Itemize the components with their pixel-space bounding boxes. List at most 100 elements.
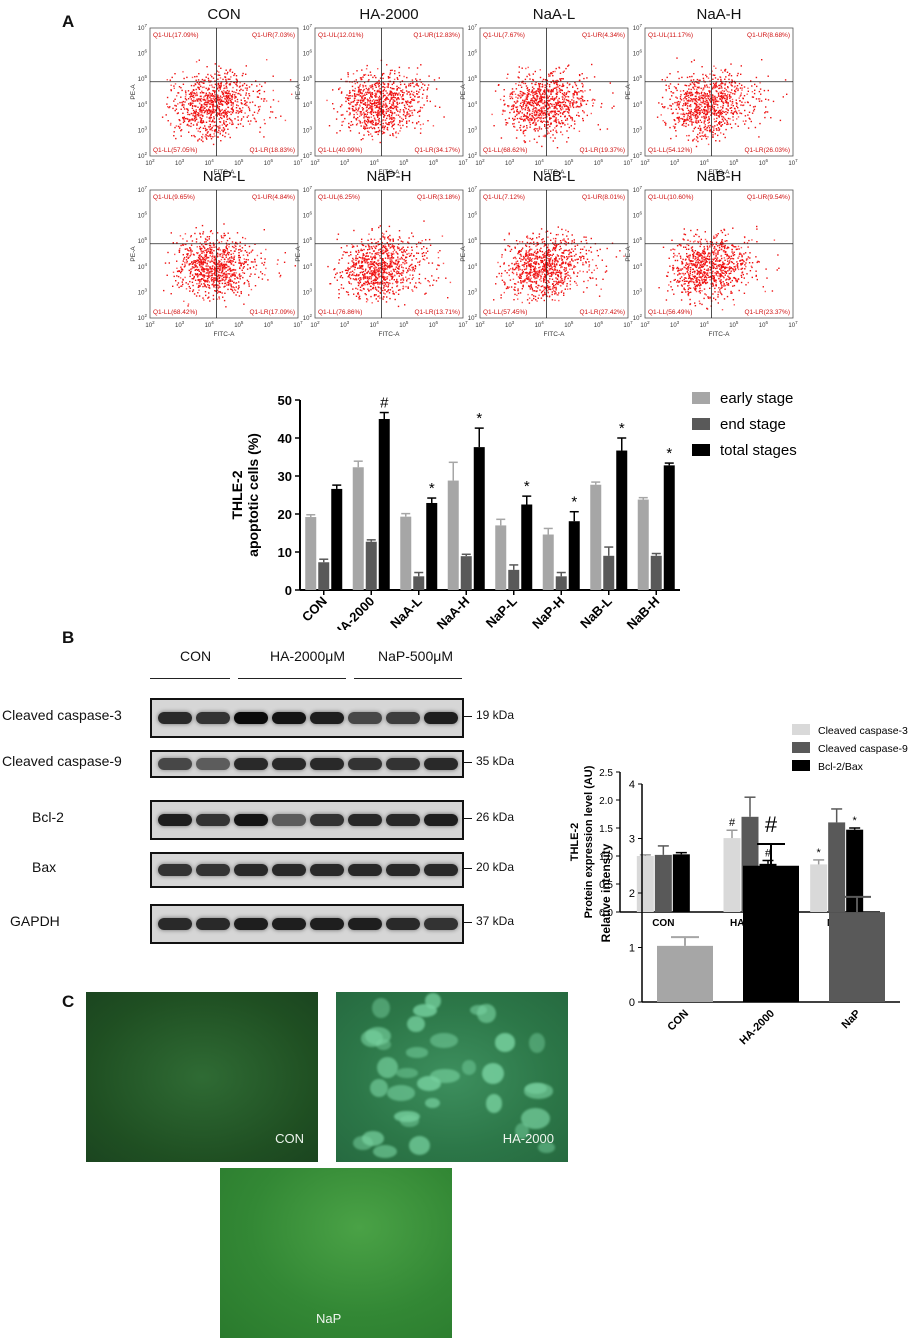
y-tick-label: 106 — [138, 49, 148, 58]
x-tick-label: 107 — [458, 158, 468, 167]
flow-plot-title: HA-2000 — [359, 6, 419, 23]
quadrant-label-ul: Q1-UL(17.09%) — [153, 32, 199, 39]
x-axis-label: FITC-A — [214, 169, 236, 174]
quadrant-label-ur: Q1-UR(8.68%) — [747, 32, 790, 39]
significance-marker: # — [765, 847, 772, 859]
legend-label: end stage — [720, 416, 786, 433]
x-tick-label: 104 — [370, 158, 380, 167]
y-tick-label: 102 — [633, 151, 643, 160]
flow-plot-title: NaB-H — [696, 168, 742, 185]
flow-plot: HA-2000 Q1-UL(12.01%) Q1-UR(12.83%) Q1-LL(4… — [295, 6, 488, 174]
blot-band — [196, 712, 230, 724]
bar — [603, 555, 615, 590]
x-tick-label: 103 — [175, 158, 185, 167]
blot-group-nap: NaP-500μM — [378, 648, 453, 664]
blot-row-label: GAPDH — [10, 913, 60, 929]
y-tick-label: 40 — [278, 431, 292, 446]
y-tick-label: 107 — [303, 24, 313, 32]
blot-strip — [150, 800, 464, 840]
fluorescent-cell — [407, 1015, 425, 1033]
fluorescent-cell — [461, 1060, 477, 1075]
fluorescent-cell — [413, 1003, 438, 1018]
y-tick-label: 104 — [468, 262, 478, 271]
flow-cytometry-grid: CON Q1-UL(17.09%) Q1-UR(7.03%) Q1-LL(57.05%… — [0, 0, 918, 360]
y-axis-label: PE-A — [295, 246, 302, 262]
fluorescent-cell — [408, 1136, 430, 1156]
bar — [400, 516, 412, 590]
y-tick-label: 107 — [633, 24, 643, 32]
y-tick-label: 3 — [629, 834, 635, 846]
x-tick-label: 104 — [535, 158, 545, 167]
x-tick-label: 102 — [640, 320, 650, 329]
quadrant-label-ur: Q1-UR(8.01%) — [582, 194, 625, 201]
x-tick-label: NaB-L — [577, 593, 615, 630]
quadrant-label-ul: Q1-UL(9.65%) — [153, 194, 195, 201]
quadrant-label-ul: Q1-UL(12.01%) — [318, 32, 364, 39]
quadrant-label-ur: Q1-UR(9.54%) — [747, 194, 790, 201]
significance-marker: * — [853, 865, 862, 890]
fluorescent-cell — [399, 1114, 420, 1128]
blot-band — [310, 918, 344, 930]
x-tick-label: 105 — [399, 320, 409, 329]
y-axis-label: Protein expression level (AU) — [583, 765, 595, 918]
fluorescent-cell — [520, 1107, 551, 1129]
x-tick-label: 102 — [145, 320, 155, 329]
quadrant-label-lr: Q1-LR(23.37%) — [744, 309, 790, 316]
bar — [413, 576, 425, 590]
y-axis-label: PE-A — [295, 84, 302, 100]
quadrant-label-lr: Q1-LR(26.03%) — [744, 147, 790, 154]
y-tick-label: 0 — [629, 997, 635, 1009]
blot-band — [348, 712, 382, 724]
x-tick-label: 107 — [293, 320, 303, 329]
quadrant-label-ll: Q1-LL(76.86%) — [318, 309, 362, 316]
quadrant-label-lr: Q1-LR(13.71%) — [414, 309, 460, 316]
bar — [460, 556, 472, 590]
flow-plot-frame — [314, 189, 464, 319]
bar — [318, 562, 330, 590]
flow-plot: NaP-L Q1-UL(9.65%) Q1-UR(4.84%) Q1-LL(68.42… — [130, 168, 323, 336]
y-tick-label: 105 — [468, 74, 478, 83]
x-axis-label: FITC-A — [709, 169, 731, 174]
y-tick-label: 107 — [633, 186, 643, 194]
y-tick-label: 104 — [633, 100, 643, 109]
y-tick-label: 106 — [468, 49, 478, 58]
blot-band — [424, 758, 458, 770]
y-tick-label: 106 — [303, 211, 313, 220]
blot-strip — [150, 904, 464, 944]
y-tick-label: 106 — [303, 49, 313, 58]
x-tick-label: 104 — [535, 320, 545, 329]
y-tick-label: 102 — [138, 151, 148, 160]
fluorescent-cell — [369, 1078, 388, 1097]
quadrant-label-ul: Q1-UL(7.12%) — [483, 194, 525, 201]
blot-row-label: Bax — [32, 859, 57, 875]
quadrant-label-ll: Q1-LL(68.62%) — [483, 147, 527, 154]
bar — [555, 576, 567, 590]
y-tick-label: 104 — [468, 100, 478, 109]
y-tick-label: 10 — [278, 545, 292, 560]
blot-band — [310, 758, 344, 770]
x-tick-label: NaP — [839, 1008, 863, 1032]
x-axis-label: FITC-A — [544, 331, 566, 336]
quadrant-label-ur: Q1-UR(3.18%) — [417, 194, 460, 201]
fluorescent-cell — [365, 1026, 392, 1045]
x-axis-label: FITC-A — [379, 169, 401, 174]
y-tick-label: 0 — [285, 583, 292, 598]
blot-band — [424, 712, 458, 724]
bar — [637, 499, 649, 590]
y-tick-label: 106 — [468, 211, 478, 220]
y-axis-label: Relative intensity — [599, 843, 613, 942]
y-tick-label: 103 — [303, 287, 313, 296]
blot-band — [310, 864, 344, 876]
y-tick-label: 103 — [468, 125, 478, 134]
x-tick-label: 104 — [205, 158, 215, 167]
y-tick-label: 103 — [138, 125, 148, 134]
y-tick-label: 107 — [468, 186, 478, 194]
x-tick-label: 106 — [264, 320, 274, 329]
blot-band — [234, 758, 268, 770]
quadrant-label-ur: Q1-UR(7.03%) — [252, 32, 295, 39]
x-tick-label: 102 — [310, 320, 320, 329]
flow-plot: NaA-H Q1-UL(11.17%) Q1-UR(8.68%) Q1-LL(54.1… — [625, 6, 818, 174]
legend-label: early stage — [720, 390, 793, 407]
legend-swatch — [792, 724, 810, 735]
fluorescent-cell — [486, 1094, 503, 1113]
